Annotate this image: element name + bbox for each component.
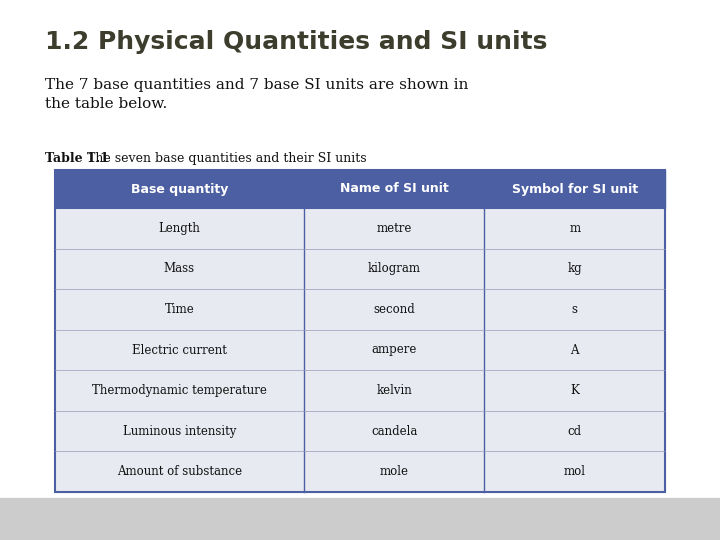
Text: Name of SI unit: Name of SI unit [340,183,449,195]
Bar [55,411,665,451]
Bar [55,370,665,411]
Text: The seven base quantities and their SI units: The seven base quantities and their SI u… [83,152,366,165]
Bar [0,498,720,540]
Text: Mass: Mass [164,262,195,275]
Text: metre: metre [377,222,412,235]
Bar [55,248,665,289]
Text: Electric current: Electric current [132,343,227,356]
Text: kelvin: kelvin [377,384,412,397]
Text: Table 1.1: Table 1.1 [45,152,109,165]
Text: Base quantity: Base quantity [131,183,228,195]
Bar [55,170,665,208]
Text: A: A [570,343,579,356]
Text: mole: mole [379,465,409,478]
Bar [55,451,665,492]
Bar [55,170,665,492]
Text: Symbol for SI unit: Symbol for SI unit [512,183,638,195]
Text: the table below.: the table below. [45,97,167,111]
Text: kilogram: kilogram [368,262,420,275]
Text: K: K [570,384,579,397]
Bar [55,289,665,330]
Bar [55,208,665,248]
Text: m: m [569,222,580,235]
Text: second: second [373,303,415,316]
Text: ampere: ampere [372,343,417,356]
Text: The 7 base quantities and 7 base SI units are shown in: The 7 base quantities and 7 base SI unit… [45,78,469,92]
Text: Amount of substance: Amount of substance [117,465,242,478]
Text: Thermodynamic temperature: Thermodynamic temperature [92,384,267,397]
Text: candela: candela [371,424,418,437]
Text: 1.2 Physical Quantities and SI units: 1.2 Physical Quantities and SI units [45,30,547,54]
Text: kg: kg [567,262,582,275]
Text: mol: mol [564,465,586,478]
Text: Luminous intensity: Luminous intensity [122,424,236,437]
Text: Time: Time [165,303,194,316]
Text: cd: cd [567,424,582,437]
Bar [55,330,665,370]
Text: Length: Length [158,222,200,235]
Text: s: s [572,303,577,316]
